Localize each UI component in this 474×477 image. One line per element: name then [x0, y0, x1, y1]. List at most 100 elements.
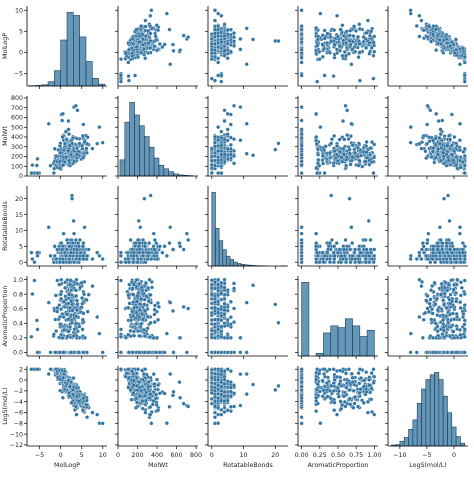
- scatter-point: [424, 141, 430, 146]
- scatter-point: [349, 158, 354, 163]
- scatter-point: [53, 350, 58, 355]
- scatter-point: [34, 318, 39, 323]
- scatter-point: [357, 158, 362, 163]
- scatter-point: [449, 143, 455, 148]
- scatter-point: [136, 218, 141, 223]
- scatter-point: [340, 53, 345, 58]
- scatter-point: [67, 244, 72, 249]
- scatter-point: [364, 150, 369, 155]
- scatter-point: [438, 132, 443, 137]
- scatter-point: [335, 158, 340, 163]
- scatter-point: [35, 350, 40, 355]
- scatter-point: [216, 60, 221, 65]
- scatter-point: [142, 333, 147, 339]
- scatter-point: [73, 237, 78, 243]
- scatter-point: [153, 34, 158, 39]
- scatter-point: [164, 11, 169, 16]
- scatter-point: [123, 51, 128, 56]
- hist-bar: [226, 255, 231, 267]
- scatter-point: [299, 146, 304, 152]
- scatter-point: [186, 237, 191, 243]
- scatter-point: [315, 79, 320, 84]
- scatter-point: [273, 147, 278, 152]
- panel-2-4: [385, 186, 468, 269]
- scatter-point: [425, 122, 430, 127]
- scatter-point: [426, 231, 431, 236]
- scatter-point: [146, 250, 151, 255]
- scatter-point: [140, 36, 146, 42]
- scatter-point: [369, 256, 374, 262]
- scatter-point: [139, 322, 144, 327]
- scatter-point: [46, 300, 51, 305]
- scatter-point: [143, 24, 148, 29]
- scatter-point: [351, 24, 357, 29]
- scatter-point: [417, 34, 422, 39]
- scatter-point: [457, 121, 463, 126]
- scatter-point: [332, 42, 337, 47]
- scatter-point: [462, 253, 467, 258]
- scatter-point: [299, 24, 304, 29]
- scatter-point: [337, 137, 342, 142]
- scatter-point: [209, 158, 214, 163]
- scatter-point: [299, 105, 304, 110]
- scatter-point: [66, 260, 72, 265]
- scatter-point: [154, 23, 159, 28]
- scatter-point: [60, 118, 65, 123]
- scatter-point: [345, 133, 350, 138]
- scatter-point: [138, 225, 143, 230]
- scatter-point: [154, 256, 160, 262]
- scatter-point: [322, 28, 327, 33]
- scatter-point: [71, 333, 76, 339]
- scatter-point: [69, 193, 75, 198]
- scatter-point: [433, 155, 438, 160]
- scatter-point: [152, 247, 157, 252]
- scatter-point: [81, 350, 86, 355]
- scatter-point: [225, 56, 230, 61]
- scatter-point: [90, 256, 95, 262]
- scatter-point: [341, 152, 347, 157]
- scatter-point: [332, 148, 337, 154]
- scatter-point: [152, 44, 157, 49]
- scatter-point: [299, 152, 304, 157]
- scatter-point: [421, 133, 426, 139]
- scatter-point: [349, 62, 354, 67]
- scatter-point: [315, 250, 320, 255]
- scatter-point: [357, 260, 362, 265]
- scatter-point: [299, 260, 304, 265]
- scatter-point: [329, 193, 334, 198]
- scatter-point: [100, 256, 105, 262]
- hist-bar: [229, 259, 235, 267]
- scatter-point: [168, 225, 173, 230]
- scatter-point: [184, 231, 189, 236]
- scatter-point: [408, 8, 413, 13]
- scatter-point: [32, 260, 37, 265]
- scatter-point: [167, 241, 172, 246]
- scatter-point: [74, 247, 80, 252]
- scatter-point: [178, 335, 183, 340]
- scatter-point: [349, 121, 354, 126]
- scatter-point: [222, 48, 227, 53]
- scatter-point: [139, 24, 144, 29]
- scatter-point: [343, 103, 348, 108]
- scatter-point: [55, 305, 60, 311]
- scatter-point: [462, 79, 467, 84]
- scatter-point: [231, 43, 237, 49]
- scatter-point: [74, 298, 80, 303]
- scatter-point: [153, 350, 159, 355]
- panel-0-3: [295, 6, 378, 89]
- scatter-point: [219, 39, 224, 45]
- scatter-point: [95, 250, 100, 255]
- scatter-point: [316, 152, 321, 157]
- scatter-point: [337, 44, 342, 49]
- scatter-point: [71, 231, 77, 236]
- scatter-point: [343, 237, 348, 243]
- scatter-point: [457, 62, 463, 67]
- scatter-point: [225, 127, 230, 132]
- scatter-point: [299, 55, 304, 60]
- scatter-point: [219, 143, 224, 148]
- scatter-point: [446, 158, 451, 163]
- scatter-point: [86, 247, 91, 252]
- scatter-point: [299, 135, 304, 141]
- scatter-point: [63, 294, 68, 299]
- scatter-point: [55, 247, 60, 252]
